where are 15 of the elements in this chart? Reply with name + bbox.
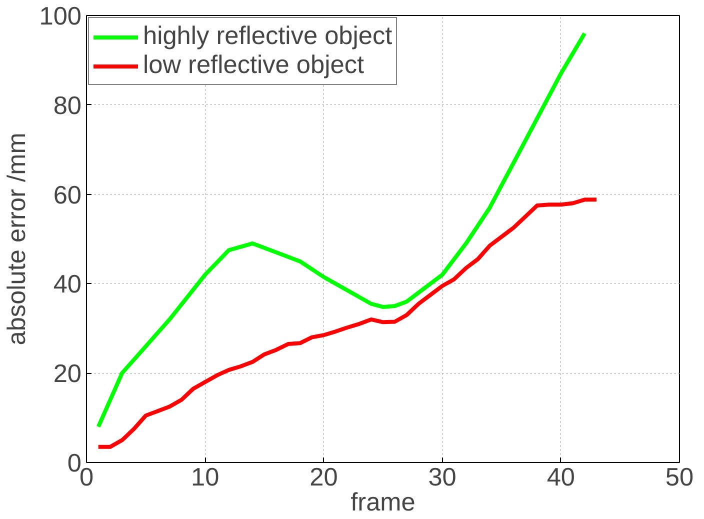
y-tick-label: 20 [53, 360, 82, 388]
legend-label: low reflective object [143, 51, 364, 80]
y-tick-label: 100 [39, 2, 82, 30]
x-tick-label: 10 [191, 464, 220, 492]
y-axis-title: absolute error /mm [3, 132, 32, 346]
x-tick-label: 50 [665, 464, 694, 492]
y-tick-label: 40 [53, 270, 82, 299]
x-tick-label: 20 [310, 464, 338, 492]
x-axis-title: frame [350, 488, 416, 516]
line-series [96, 198, 598, 449]
y-tick-label: 60 [53, 181, 82, 210]
legend-label: highly reflective object [143, 22, 392, 51]
x-tick-label: 40 [546, 464, 575, 492]
y-tick-label: 80 [53, 92, 82, 120]
x-tick-label: 30 [428, 464, 456, 492]
